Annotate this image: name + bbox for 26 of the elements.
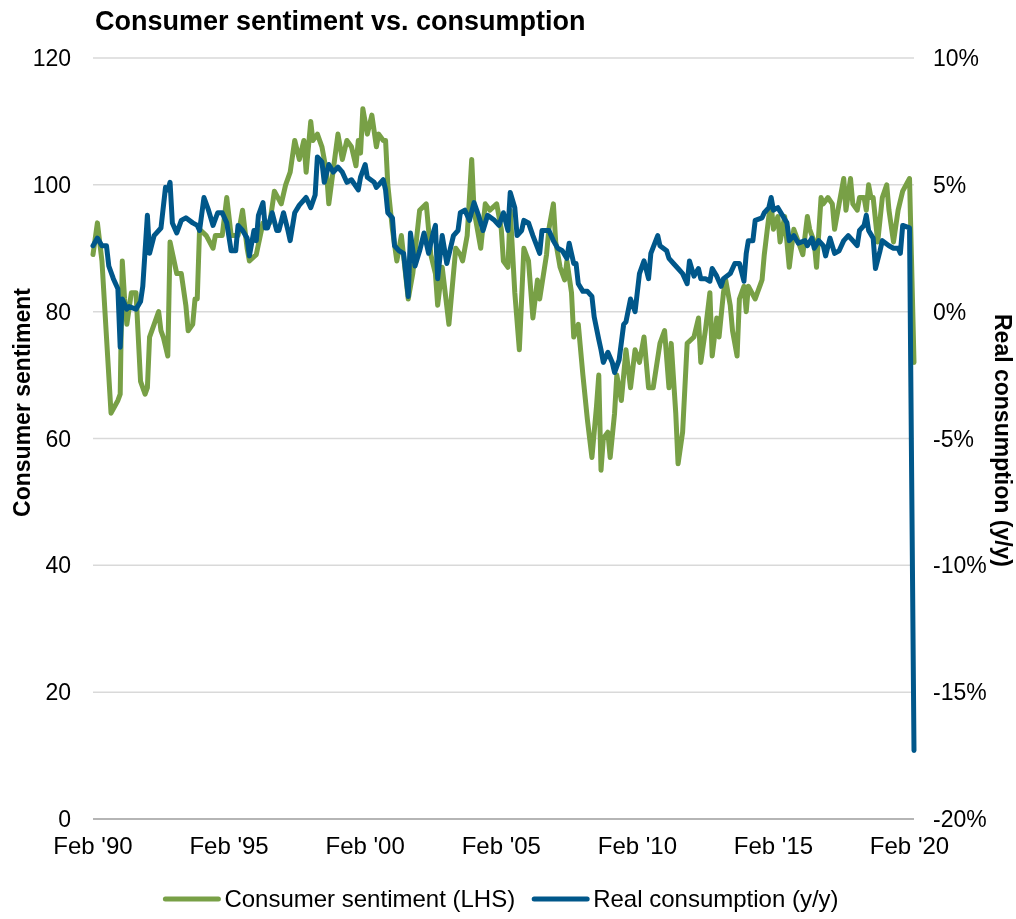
x-tick-label: Feb '95 bbox=[189, 832, 269, 859]
y-axis-title: Consumer sentiment bbox=[9, 287, 35, 517]
legend-label: Consumer sentiment (LHS) bbox=[224, 885, 516, 912]
y-tick-label: 120 bbox=[32, 45, 71, 72]
x-tick-label: Feb '90 bbox=[53, 832, 133, 859]
y-tick-label: 60 bbox=[45, 425, 71, 452]
y2-axis-title: Real consumption (y/y) bbox=[990, 313, 1016, 568]
x-tick-label: Feb '15 bbox=[733, 832, 814, 859]
y2-tick-label: -15% bbox=[933, 679, 987, 706]
x-tick-label: Feb '05 bbox=[461, 832, 541, 859]
y2-tick-label: 10% bbox=[933, 45, 980, 72]
chart-title: Consumer sentiment vs. consumption bbox=[95, 6, 586, 36]
x-tick-label: Feb '10 bbox=[597, 832, 678, 859]
y-tick-label: 0 bbox=[58, 806, 71, 833]
y-tick-label: 100 bbox=[32, 171, 71, 198]
y-tick-label: 20 bbox=[45, 679, 71, 706]
y2-tick-label: -20% bbox=[933, 806, 987, 833]
y2-tick-label: 0% bbox=[933, 298, 967, 325]
y-tick-label: 40 bbox=[45, 552, 71, 579]
x-tick-label: Feb '20 bbox=[869, 832, 950, 859]
y2-tick-label: -5% bbox=[933, 425, 974, 452]
y2-tick-label: 5% bbox=[933, 171, 967, 198]
y2-tick-label: -10% bbox=[933, 552, 987, 579]
y-tick-label: 80 bbox=[45, 298, 71, 325]
legend-label: Real consumption (y/y) bbox=[593, 885, 839, 912]
x-tick-label: Feb '00 bbox=[325, 832, 405, 859]
